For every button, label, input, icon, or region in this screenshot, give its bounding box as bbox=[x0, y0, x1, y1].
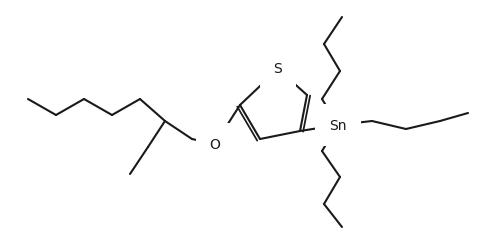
Text: Sn: Sn bbox=[329, 119, 347, 132]
Text: S: S bbox=[274, 62, 282, 76]
Text: O: O bbox=[210, 137, 220, 151]
